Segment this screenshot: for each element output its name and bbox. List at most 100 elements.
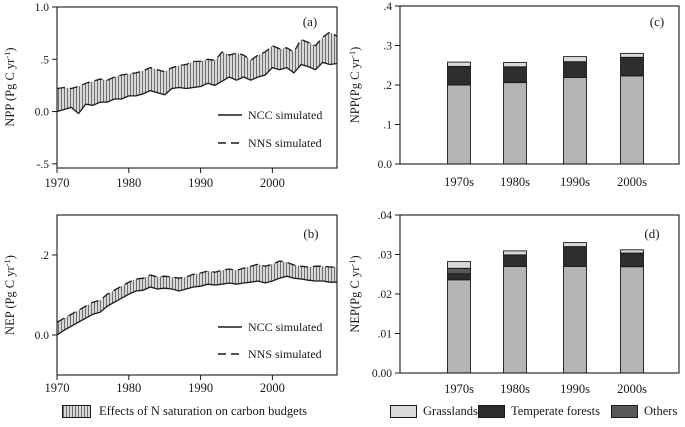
panel-letter: (d): [644, 226, 659, 241]
temperate-forests-swatch-icon: [478, 405, 505, 418]
panel-a-npp-timeseries: 1970 1980 1990 2000 -.5 0.0 .5 1.0 (a) NPP (Pg C …: [0, 0, 342, 200]
y-tick-label: .2: [383, 80, 392, 92]
y-tick-label: .01: [378, 329, 393, 341]
bar-1980s-temperate-forests: [503, 254, 527, 267]
panel-letter: (c): [650, 14, 664, 29]
x-tick-label: 1970: [45, 381, 70, 395]
bar-1980s-base: [503, 265, 527, 374]
series-legend-label: NNS simulated: [248, 136, 322, 150]
chart-svg-c: 1970s 1980s 1990s 2000s 0.0 .1 .2 .3 .4 (c) NPP(Pg…: [347, 1, 680, 189]
axis-frame: [56, 214, 338, 376]
legend-item-grasslands: Grasslands: [390, 404, 478, 419]
axis-frame: [56, 6, 338, 169]
bar-1980s-grasslands: [503, 62, 527, 68]
axis-frame: [399, 214, 680, 374]
legend-item-others: Others: [611, 404, 677, 419]
axis-frame: [399, 5, 680, 165]
bar-1970s-grasslands: [447, 261, 471, 269]
series-legend-label: NNS simulated: [248, 347, 322, 361]
nns-line: [56, 31, 338, 90]
y-tick-label: 1.0: [35, 2, 50, 14]
bar-1990s-grasslands: [563, 242, 587, 248]
bar-2000s-temperate-forests: [620, 252, 644, 268]
y-tick-label: .04: [378, 210, 393, 222]
y-tick-label: .02: [378, 289, 393, 301]
y-tick-label: .5: [40, 54, 49, 66]
hatch-legend-label: Effects of N saturation on carbon budget…: [99, 404, 308, 418]
category-label: 2000s: [617, 382, 647, 396]
category-label: 1970s: [444, 382, 474, 396]
category-label: 1990s: [560, 175, 590, 189]
x-tick-label: 2000: [260, 381, 285, 395]
x-tick-label: 1990: [188, 176, 213, 190]
n-saturation-effect-band: [57, 32, 337, 114]
ncc-line: [56, 275, 337, 336]
bar-1970s-grasslands: [447, 61, 471, 67]
y-tick-label: -.5: [37, 159, 50, 171]
category-label: 1970s: [444, 175, 474, 189]
x-tick-label: 1970: [45, 176, 70, 190]
bar-2000s-grasslands: [620, 52, 644, 58]
bar-1970s-temperate-forests: [447, 273, 471, 281]
bar-2000s-temperate-forests: [620, 56, 644, 77]
others-swatch-icon: [611, 405, 638, 418]
y-axis-label: NEP(Pg C yr-1): [347, 255, 362, 332]
bar-1990s-base: [563, 265, 587, 374]
biome-category-legend: Grasslands Temperate forests Others: [388, 404, 685, 422]
bar-1970s-others: [447, 267, 471, 275]
y-tick-label: .03: [378, 250, 393, 262]
bar-1980s-base: [503, 82, 527, 165]
y-axis-label: NPP(Pg C yr-1): [347, 47, 362, 124]
ncc-line: [56, 61, 338, 115]
legend-label-others: Others: [644, 404, 678, 418]
y-tick-label: .2: [40, 250, 49, 262]
panel-d-nep-decadal-bars: 1970s 1980s 1990s 2000s 0.00 .01 .02 .03 .04 (d) N…: [342, 200, 685, 427]
legend-label-temperate-forests: Temperate forests: [511, 404, 601, 418]
x-tick-label: 1980: [116, 176, 141, 190]
bar-2000s-grasslands: [620, 249, 644, 254]
series-legend-label: NCC simulated: [248, 320, 322, 334]
y-tick-label: .1: [383, 120, 392, 132]
x-tick-label: 2000: [260, 176, 285, 190]
bar-1990s-temperate-forests: [563, 61, 587, 78]
n-saturation-effect-band: [57, 261, 337, 335]
bar-1970s-temperate-forests: [447, 65, 471, 86]
hatch-effect-legend: Effects of N saturation on carbon budget…: [62, 404, 307, 419]
chart-svg-d: 1970s 1980s 1990s 2000s 0.00 .01 .02 .03 .04 (d) N…: [347, 210, 680, 396]
panel-letter: (a): [303, 14, 317, 29]
chart-svg-a: 1970 1980 1990 2000 -.5 0.0 .5 1.0 (a) NPP (Pg C …: [2, 2, 338, 190]
category-label: 1980s: [500, 382, 530, 396]
bar-1990s-grasslands: [563, 56, 587, 63]
y-tick-label: 0.0: [378, 159, 393, 171]
nns-line: [56, 260, 337, 323]
category-label: 2000s: [617, 175, 647, 189]
category-label: 1980s: [500, 175, 530, 189]
bar-1970s-base: [447, 84, 471, 165]
bar-2000s-base: [620, 75, 644, 165]
legend-item-temperate-forests: Temperate forests: [478, 404, 600, 419]
panel-c-npp-decadal-bars: 1970s 1980s 1990s 2000s 0.0 .1 .2 .3 .4 (c) NPP(Pg…: [342, 0, 685, 200]
legend-label-grasslands: Grasslands: [423, 404, 478, 418]
y-tick-label: .3: [383, 41, 392, 53]
y-tick-label: .4: [383, 1, 392, 13]
bar-1970s-base: [447, 279, 471, 374]
chart-svg-b: 1970 1980 1990 2000 0.0 .2 (b) NEP (Pg C yr-1) N…: [2, 214, 338, 395]
panel-letter: (b): [303, 226, 318, 241]
y-axis-label: NEP (Pg C yr-1): [2, 255, 17, 335]
y-tick-label: 0.0: [35, 107, 50, 119]
bar-1990s-temperate-forests: [563, 246, 587, 267]
x-tick-label: 1980: [116, 381, 141, 395]
bar-1980s-grasslands: [503, 250, 527, 256]
y-axis-label: NPP (Pg C yr-1): [2, 47, 17, 126]
hatch-swatch-icon: [62, 405, 91, 418]
series-legend-label: NCC simulated: [248, 108, 322, 122]
grasslands-swatch-icon: [390, 405, 417, 418]
y-tick-label: 0.0: [35, 330, 50, 342]
x-tick-label: 1990: [188, 381, 213, 395]
y-tick-label: 0.00: [372, 368, 392, 380]
category-label: 1990s: [560, 382, 590, 396]
bar-2000s-base: [620, 266, 644, 374]
bar-1990s-base: [563, 77, 587, 165]
bar-1980s-temperate-forests: [503, 66, 527, 84]
